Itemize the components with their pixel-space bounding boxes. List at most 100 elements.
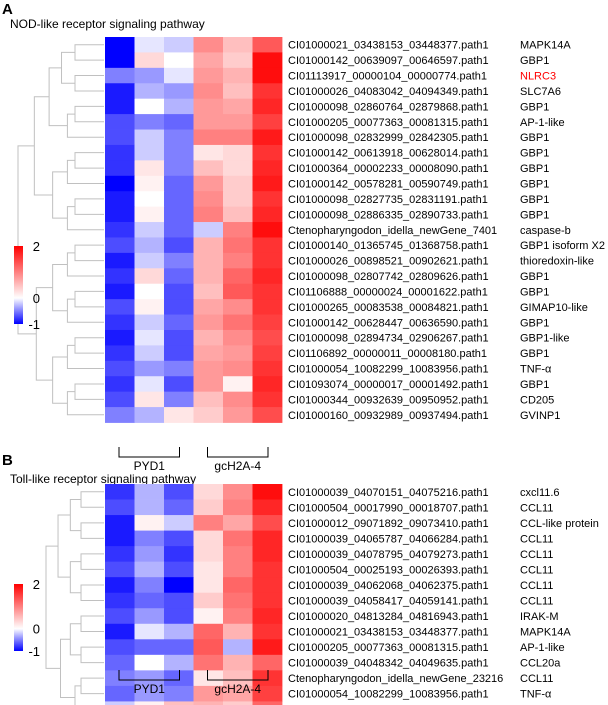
dendrogram-branch (80, 491, 104, 508)
heatmap-cell (252, 639, 283, 656)
dendrogram-branch (66, 391, 104, 416)
heatmap-cell (105, 98, 135, 115)
heatmap-cell (164, 329, 194, 346)
dendrogram-branch (69, 561, 82, 594)
heatmap-cell (223, 515, 253, 531)
colorbar-tick-label: -1 (28, 644, 40, 659)
gene-label: GBP1 (520, 209, 549, 221)
heatmap-cell (252, 608, 283, 625)
heatmap-cell (252, 52, 283, 69)
heatmap-cell (193, 654, 224, 671)
gene-label: CCL11 (520, 595, 553, 607)
gene-label: GBP1 (520, 286, 549, 298)
heatmap-cell (223, 499, 253, 516)
heatmap-cell (164, 670, 194, 687)
heatmap-cell (193, 345, 224, 362)
dendrogram-branch (61, 51, 76, 84)
row-id-label: CI01000026_04083042_04094349.path1 (288, 86, 489, 98)
group-label: gcH2A-4 (214, 459, 261, 473)
heatmap-cell (193, 484, 224, 500)
heatmap-cell (105, 206, 135, 223)
colorbar-tick-label: 2 (33, 239, 40, 254)
heatmap-cell (252, 623, 283, 640)
gene-label: GBP1 (520, 271, 549, 283)
gene-label: thioredoxin-like (520, 256, 594, 268)
heatmap-cell (164, 175, 194, 192)
heatmap-cell (105, 701, 135, 705)
row-id-label: CI01106888_00000024_00001622.path1 (288, 286, 488, 298)
heatmap-cell (134, 515, 165, 531)
dendrogram-branch (74, 244, 104, 262)
colorbar (14, 584, 23, 651)
heatmap-cell (164, 144, 194, 161)
chart-title: Toll-like receptor signaling pathway (10, 472, 196, 486)
heatmap-cell (164, 314, 194, 331)
heatmap-cell (105, 345, 135, 362)
heatmap-cell (193, 252, 224, 269)
heatmap-cell (223, 268, 253, 285)
colorbar-tick-label: 0 (33, 622, 40, 637)
heatmap-cell (252, 67, 283, 84)
heatmap-cell (164, 530, 194, 547)
heatmap-cell (223, 530, 253, 547)
heatmap-cell (134, 561, 165, 578)
heatmap-cell (134, 299, 165, 315)
heatmap-cell (134, 329, 165, 346)
gene-label: GBP1-like (520, 333, 570, 345)
gene-label: CCL11 (520, 502, 553, 514)
colorbar (14, 246, 23, 324)
heatmap-cell (223, 129, 253, 146)
gene-label: CCL11 (520, 533, 553, 545)
heatmap-cell (252, 191, 283, 208)
heatmap-cell (134, 283, 165, 300)
group-bracket (207, 670, 269, 681)
gene-label: MAPK14A (520, 40, 571, 52)
heatmap-cell (105, 222, 135, 238)
gene-label: CCL11 (520, 673, 553, 685)
heatmap-cell (223, 670, 253, 687)
heatmap-cell (105, 314, 135, 331)
row-id-label: CI01000039_04058417_04059141.path1 (288, 595, 489, 607)
dendrogram-branch (69, 623, 82, 656)
heatmap-cell (134, 175, 165, 192)
heatmap-cell (105, 268, 135, 285)
row-id-label: CI01000054_10082299_10083956.path1 (288, 364, 489, 376)
heatmap-cell (252, 654, 283, 671)
heatmap-cell (164, 237, 194, 254)
gene-label: caspase-b (520, 225, 571, 237)
heatmap-cell (164, 191, 194, 208)
gene-label: NLRC3 (520, 71, 556, 83)
heatmap-cell (252, 252, 283, 269)
heatmap-cell (193, 160, 224, 177)
heatmap-cell (252, 37, 283, 53)
heatmap-cell (105, 407, 135, 423)
row-id-label: CI01000021_03438153_03448377.path1 (288, 40, 489, 52)
gene-label: AP-1-like (520, 642, 565, 654)
dendrogram-branch (74, 44, 104, 61)
heatmap-cell (134, 129, 165, 146)
row-id-label: CI01000142_00639097_00646597.path1 (288, 55, 489, 67)
row-id-label: CI01000140_01365745_01368758.path1 (288, 240, 489, 252)
gene-label: AP-1-like (520, 117, 565, 129)
heatmap-cell (134, 52, 165, 69)
dendrogram-branch (52, 171, 68, 219)
heatmap-cell (223, 654, 253, 671)
heatmap-cell (252, 160, 283, 177)
heatmap-cell (105, 685, 135, 702)
heatmap-cell (193, 98, 224, 115)
dendrogram-branch (74, 290, 104, 308)
heatmap-cell (105, 654, 135, 671)
gene-label: SLC7A6 (520, 86, 561, 98)
heatmap-cell (134, 654, 165, 671)
heatmap-cell (223, 329, 253, 346)
heatmap-cell (134, 237, 165, 254)
heatmap-cell (134, 546, 165, 563)
dendrogram-branch (74, 75, 104, 92)
heatmap-cell (134, 37, 165, 53)
heatmap-cell (164, 129, 194, 146)
heatmap-cell (252, 83, 283, 100)
heatmap-cell (134, 577, 165, 594)
gene-label: CCL11 (520, 549, 553, 561)
row-id-label: CI01000364_00002233_00008090.path1 (288, 163, 489, 175)
